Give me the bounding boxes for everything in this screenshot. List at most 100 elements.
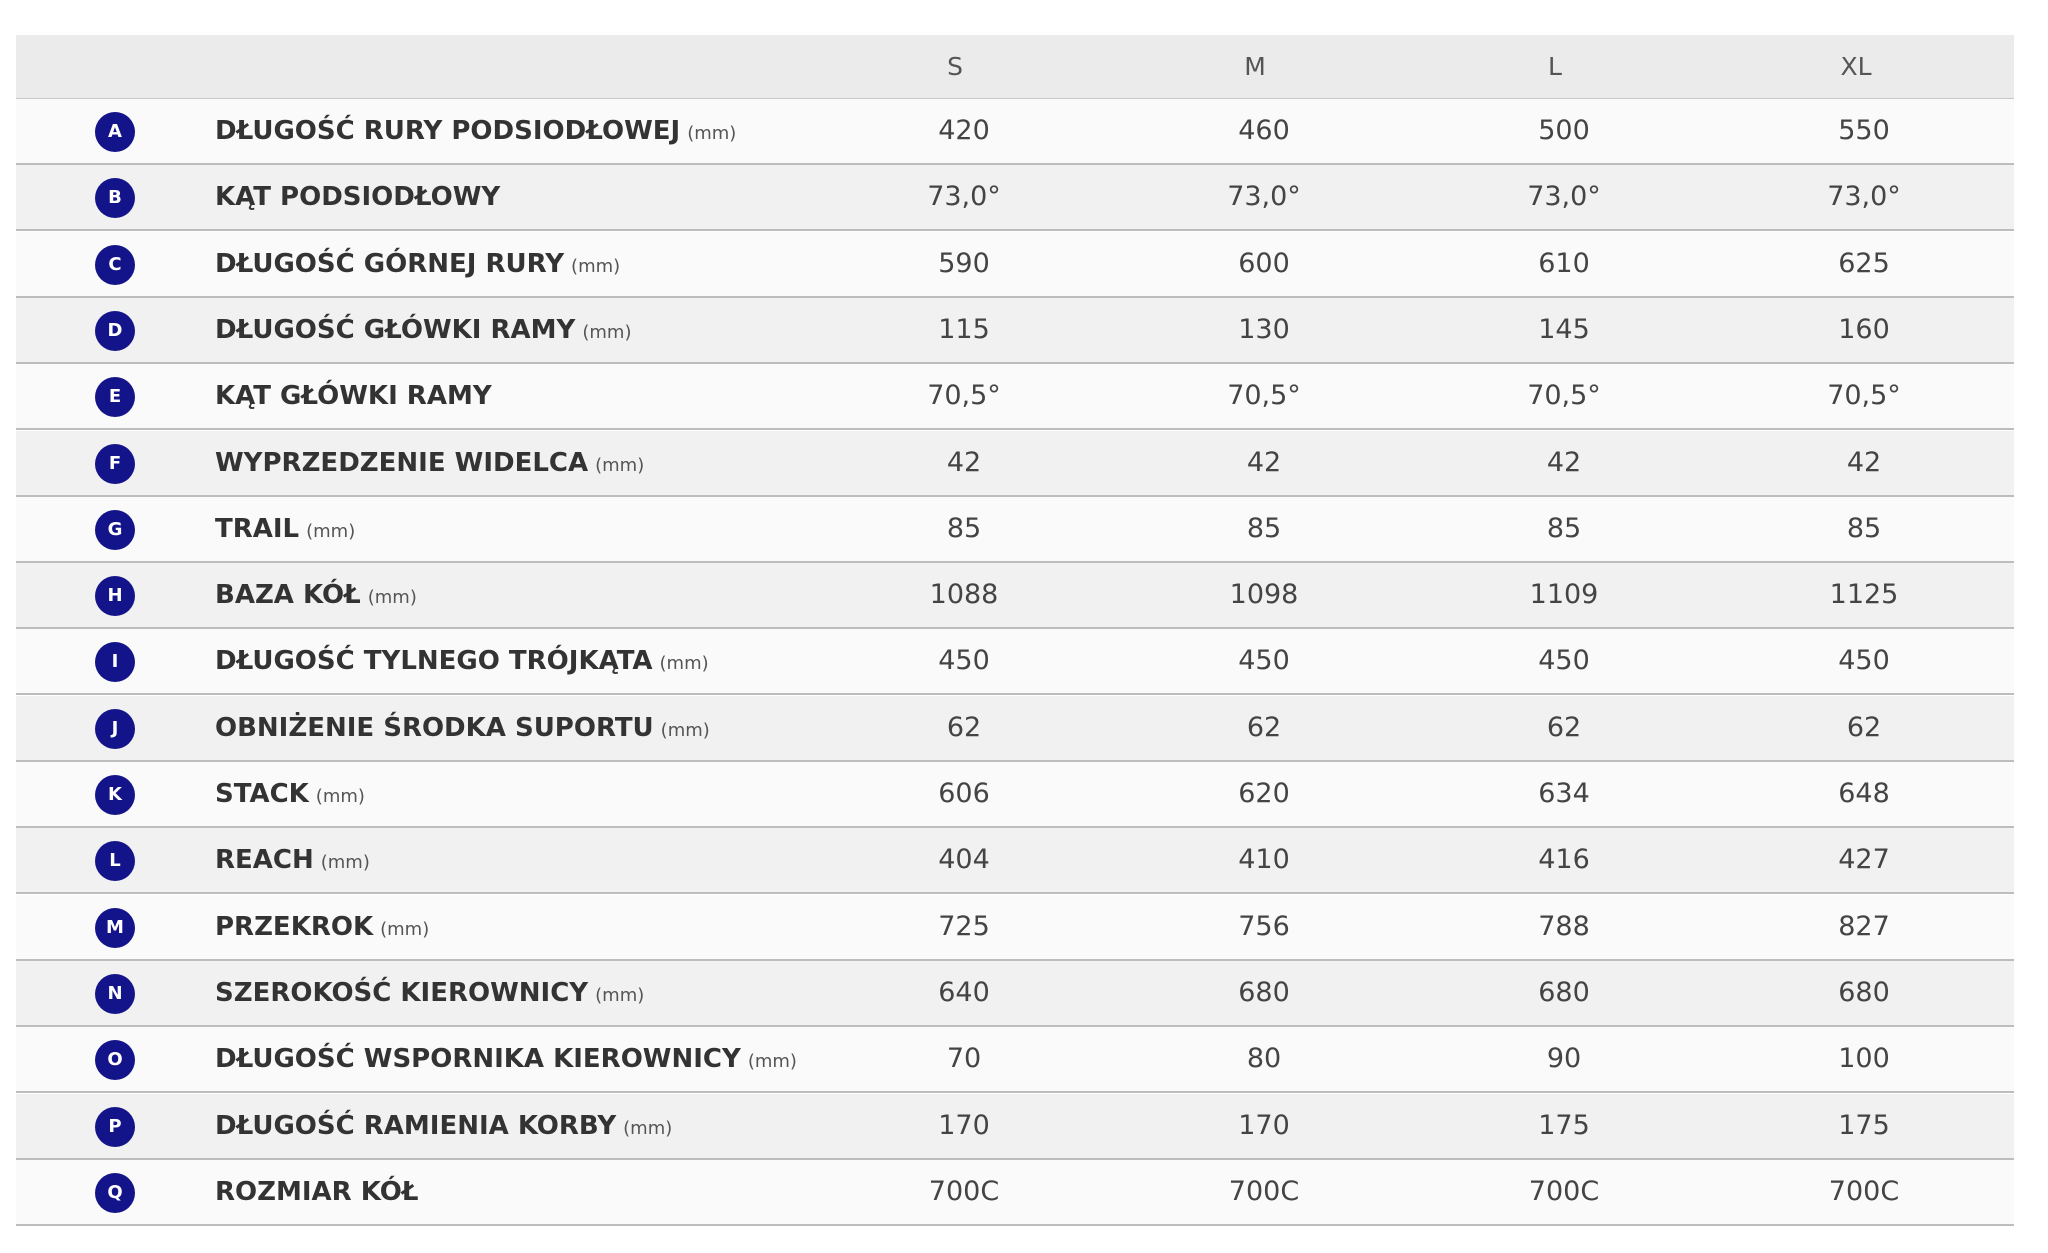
cell-value: 640 [938,976,990,1008]
cell-value: 1098 [1229,579,1299,611]
cell-value: 62 [1846,711,1882,743]
cell-value: 634 [1538,778,1590,809]
cell-value: 460 [1238,115,1290,146]
row-letter-badge: C [95,244,135,285]
unit: (mm) [367,587,417,609]
cell-value: 170 [1238,1109,1290,1141]
table-row: A DŁUGOŚĆ RURY PODSIODŁOWEJ (mm) 420 460 500 5… [16,99,2014,165]
cell-value: 1088 [929,579,999,611]
cell-value: 450 [1238,645,1290,677]
table-row: M PRZEKROK (mm) 725 756 788 827 [16,894,2014,961]
row-letter-badge: Q [95,1172,135,1213]
row-letter-badge: O [95,1040,135,1081]
parameter-name: REACH [215,845,314,876]
cell-value: 416 [1538,844,1590,876]
cell-value: 80 [1246,1043,1282,1075]
cell-value: 42 [946,446,982,478]
row-letter-badge: K [95,775,135,815]
cell-value: 73,0° [927,181,1001,213]
table-row: O DŁUGOŚĆ WSPORNIKA KIEROWNICY (mm) 70 80 90 1… [16,1027,2014,1094]
unit: (mm) [306,520,356,542]
table-row: P DŁUGOŚĆ RAMIENIA KORBY (mm) 170 170 175 175 [16,1093,2014,1160]
cell-value: 70,5° [1527,380,1601,412]
row-letter-badge: G [95,509,135,550]
cell-value: 590 [938,247,990,279]
row-letter-badge: A [95,112,135,152]
parameter-name: OBNIŻENIE ŚRODKA SUPORTU [215,712,654,743]
cell-value: 427 [1838,844,1890,876]
row-label: REACH (mm) [215,828,370,892]
cell-value: 85 [1246,512,1282,544]
row-label: KĄT PODSIODŁOWY [215,165,500,229]
cell-value: 170 [938,1109,990,1141]
table-row: N SZEROKOŚĆ KIEROWNICY (mm) 640 680 680 680 [16,960,2014,1027]
unit: (mm) [659,653,709,675]
cell-value: 420 [938,115,990,146]
row-label: DŁUGOŚĆ GÓRNEJ RURY (mm) [215,232,620,296]
parameter-name: STACK [215,779,309,809]
parameter-name: DŁUGOŚĆ RAMIENIA KORBY [215,1110,617,1141]
cell-value: 70,5° [927,380,1001,412]
cell-value: 42 [1246,446,1282,478]
cell-value: 756 [1238,910,1290,942]
column-header: L [1548,52,1562,81]
unit: (mm) [380,918,430,940]
row-label: ROZMIAR KÓŁ [215,1160,419,1224]
cell-value: 175 [1838,1109,1890,1141]
cell-value: 700C [928,1175,1000,1207]
table-row: I DŁUGOŚĆ TYLNEGO TRÓJKĄTA (mm) 450 450 450 45… [16,629,2014,696]
unit: (mm) [320,852,370,874]
cell-value: 620 [1238,778,1290,809]
unit: (mm) [595,984,645,1006]
parameter-name: DŁUGOŚĆ GÓRNEJ RURY [215,248,565,279]
row-letter-badge: P [95,1106,135,1147]
cell-value: 700C [1528,1175,1600,1207]
row-letter-badge: M [95,907,135,948]
cell-value: 85 [946,512,982,544]
cell-value: 648 [1838,778,1890,809]
parameter-name: ROZMIAR KÓŁ [215,1176,419,1207]
row-label: KĄT GŁÓWKI RAMY [215,364,492,428]
cell-value: 680 [1838,976,1890,1008]
cell-value: 725 [938,910,990,942]
table-row: D DŁUGOŚĆ GŁÓWKI RAMY (mm) 115 130 145 160 [16,297,2014,364]
unit: (mm) [623,1117,673,1139]
table-row: K STACK (mm) 606 620 634 648 [16,762,2014,828]
parameter-name: PRZEKROK [215,911,374,942]
column-header: M [1244,52,1266,81]
cell-value: 450 [938,645,990,677]
table-row: H BAZA KÓŁ (mm) 1088 1098 1109 1125 [16,563,2014,630]
cell-value: 62 [1246,711,1282,743]
row-letter-badge: D [95,310,135,351]
table-row: E KĄT GŁÓWKI RAMY 70,5° 70,5° 70,5° 70,5° [16,364,2014,431]
cell-value: 610 [1538,247,1590,279]
parameter-name: WYPRZEDZENIE WIDELCA [215,447,589,478]
cell-value: 500 [1538,115,1590,146]
table-row: L REACH (mm) 404 410 416 427 [16,828,2014,895]
cell-value: 1109 [1529,579,1599,611]
table-header: S M L XL [16,35,2014,99]
cell-value: 404 [938,844,990,876]
cell-value: 70,5° [1827,380,1901,412]
parameter-name: DŁUGOŚĆ TYLNEGO TRÓJKĄTA [215,646,653,677]
cell-value: 410 [1238,844,1290,876]
row-letter-badge: F [95,443,135,484]
row-label: BAZA KÓŁ (mm) [215,563,417,627]
table-row: Q ROZMIAR KÓŁ 700C 700C 700C 700C [16,1159,2014,1226]
unit: (mm) [747,1051,797,1073]
column-header: XL [1840,52,1872,81]
cell-value: 85 [1846,512,1882,544]
row-label: TRAIL (mm) [215,497,355,561]
row-label: DŁUGOŚĆ RURY PODSIODŁOWEJ (mm) [215,99,736,163]
table-row: C DŁUGOŚĆ GÓRNEJ RURY (mm) 590 600 610 625 [16,231,2014,298]
row-label: STACK (mm) [215,762,365,826]
cell-value: 606 [938,778,990,809]
cell-value: 680 [1238,976,1290,1008]
row-label: WYPRZEDZENIE WIDELCA (mm) [215,431,644,495]
cell-value: 73,0° [1827,181,1901,213]
unit: (mm) [595,454,645,476]
row-label: PRZEKROK (mm) [215,895,429,959]
cell-value: 73,0° [1227,181,1301,213]
cell-value: 42 [1546,446,1582,478]
unit: (mm) [315,786,365,807]
